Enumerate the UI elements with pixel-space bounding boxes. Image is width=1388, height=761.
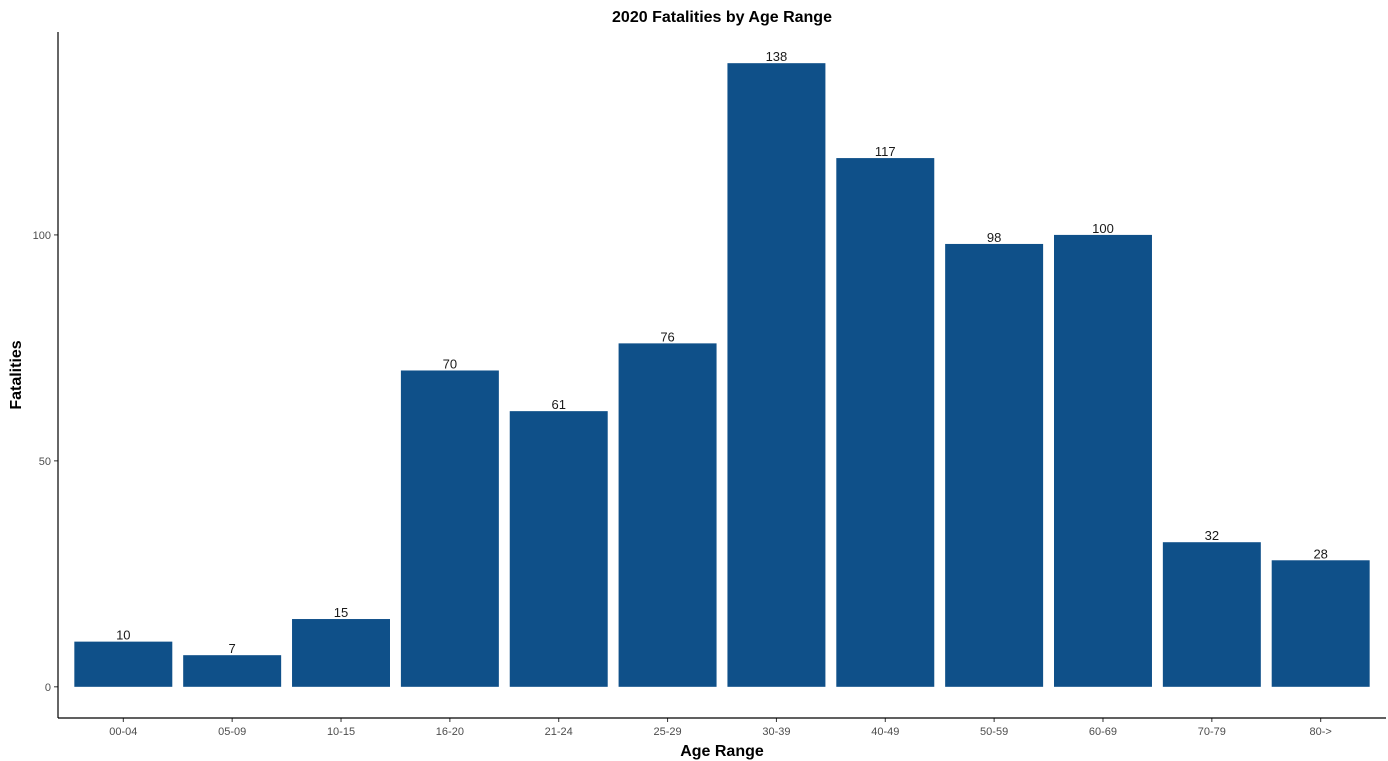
data-labels-group: 10 7 15 70 61 76 138 117 98 100 32 28: [116, 49, 1328, 656]
data-label-21-24: 61: [551, 397, 565, 412]
x-axis-ticks: 00-04 05-09 10-15 16-20 21-24 25-29 30-39 40-49…: [109, 718, 1332, 738]
y-tick-label-100: 100: [33, 230, 51, 242]
y-axis-title: Fatalities: [8, 340, 25, 409]
bar-40-49: [836, 158, 935, 687]
y-axis-ticks: 0 50 100: [33, 230, 58, 694]
data-label-60-69: 100: [1092, 221, 1114, 236]
bar-00-04: [74, 641, 173, 687]
x-tick-label-00-04: 00-04: [109, 726, 137, 738]
x-tick-label-05-09: 05-09: [218, 726, 246, 738]
y-tick-label-50: 50: [39, 456, 51, 468]
data-label-05-09: 7: [229, 641, 236, 656]
data-label-10-15: 15: [334, 605, 348, 620]
bar-10-15: [292, 619, 390, 687]
x-tick-label-40-49: 40-49: [871, 726, 899, 738]
chart-title: 2020 Fatalities by Age Range: [612, 9, 832, 26]
x-tick-label-80->: 80->: [1310, 726, 1332, 738]
bar-60-69: [1054, 234, 1152, 687]
x-tick-label-16-20: 16-20: [436, 726, 464, 738]
data-label-16-20: 70: [443, 356, 457, 371]
bar-16-20: [400, 370, 499, 687]
bar-70-79: [1162, 542, 1261, 687]
x-axis-title: Age Range: [680, 743, 764, 760]
bar-30-39: [727, 63, 826, 687]
bar-21-24: [509, 411, 608, 687]
x-tick-label-60-69: 60-69: [1089, 726, 1117, 738]
data-label-80->: 28: [1313, 546, 1327, 561]
bar-80->: [1271, 560, 1370, 687]
data-label-00-04: 10: [116, 628, 130, 643]
bar-05-09: [183, 655, 282, 687]
x-tick-label-25-29: 25-29: [653, 726, 681, 738]
data-label-70-79: 32: [1205, 528, 1219, 543]
data-label-40-49: 117: [875, 144, 896, 159]
x-tick-label-21-24: 21-24: [545, 726, 573, 738]
data-label-25-29: 76: [660, 329, 674, 344]
data-label-50-59: 98: [987, 230, 1001, 245]
data-label-30-39: 138: [766, 49, 788, 64]
x-tick-label-10-15: 10-15: [327, 726, 355, 738]
bar-50-59: [945, 243, 1044, 687]
x-tick-label-50-59: 50-59: [980, 726, 1008, 738]
x-tick-label-70-79: 70-79: [1198, 726, 1226, 738]
bars-group: [74, 63, 1370, 687]
y-tick-label-0: 0: [45, 682, 51, 694]
x-tick-label-30-39: 30-39: [762, 726, 790, 738]
bar-25-29: [618, 343, 717, 687]
